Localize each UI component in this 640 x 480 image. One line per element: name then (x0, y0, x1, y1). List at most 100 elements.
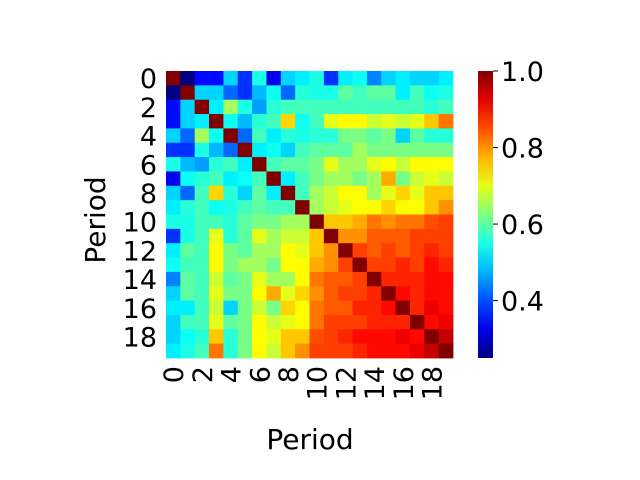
heatmap-cell (395, 257, 411, 273)
heatmap-cell (366, 257, 382, 273)
y-axis-title: Period (79, 176, 112, 263)
heatmap-cell (381, 157, 396, 172)
heatmap-cell (223, 314, 239, 330)
heatmap-cell (395, 142, 411, 158)
heatmap-cell (366, 142, 382, 158)
heatmap-cell (438, 257, 454, 273)
heatmap-cell (180, 228, 196, 244)
heatmap-cell (395, 228, 411, 244)
heatmap-cell (424, 314, 440, 330)
heatmap-cell (338, 214, 353, 230)
heatmap-cell (266, 85, 282, 101)
heatmap-cell (438, 114, 454, 129)
heatmap-cell (209, 214, 224, 230)
heatmap-cell (166, 271, 181, 287)
heatmap-cell (366, 214, 382, 230)
heatmap-cell (295, 271, 310, 287)
heatmap-cell (366, 228, 382, 244)
heatmap-cell (237, 286, 253, 301)
heatmap-cell (338, 71, 353, 86)
heatmap-cell (295, 200, 310, 215)
heatmap-cell (237, 85, 253, 101)
heatmap-cell (237, 257, 253, 273)
heatmap-cell (252, 142, 267, 158)
heatmap-cell (180, 214, 196, 230)
heatmap-cell (223, 185, 239, 201)
y-tick-label: 4 (140, 122, 157, 153)
heatmap-cell (366, 85, 382, 101)
heatmap-cell (381, 171, 396, 187)
heatmap-cell (309, 157, 325, 172)
heatmap-cell (352, 343, 368, 359)
heatmap-cell (309, 243, 325, 258)
heatmap-cell (194, 286, 210, 301)
heatmap-cell (166, 286, 181, 301)
heatmap-cell (295, 314, 310, 330)
heatmap-cell (295, 185, 310, 201)
colorbar-tick-label: 0.6 (501, 210, 544, 241)
y-tick-label: 14 (123, 265, 157, 296)
heatmap-cell (338, 286, 353, 301)
heatmap-cell (266, 71, 282, 86)
heatmap-cell (438, 171, 454, 187)
heatmap-cell (223, 300, 239, 316)
heatmap-cell (323, 243, 339, 258)
x-tick-label: 10 (303, 366, 334, 400)
heatmap-cell (323, 171, 339, 187)
heatmap-cell (381, 200, 396, 215)
heatmap-cell (252, 257, 267, 273)
heatmap-cell (352, 300, 368, 316)
heatmap-cell (323, 128, 339, 144)
heatmap-cell (209, 157, 224, 172)
heatmap-cell (252, 128, 267, 144)
heatmap-cell (295, 99, 310, 115)
heatmap-cell (280, 243, 296, 258)
heatmap-cell (166, 85, 181, 101)
heatmap-cell (409, 71, 425, 86)
heatmap-cell (180, 85, 196, 101)
heatmap-cell (280, 271, 296, 287)
heatmap-cell (266, 142, 282, 158)
heatmap-cell (409, 214, 425, 230)
heatmap-cell (166, 157, 181, 172)
heatmap-cell (366, 71, 382, 86)
y-tick-label: 12 (123, 236, 157, 267)
heatmap-cell (438, 128, 454, 144)
heatmap-cell (209, 99, 224, 115)
heatmap-cell (395, 286, 411, 301)
heatmap-cell (366, 300, 382, 316)
heatmap-cell (323, 300, 339, 316)
heatmap-cell (223, 71, 239, 86)
heatmap-cell (409, 243, 425, 258)
heatmap-cell (280, 314, 296, 330)
x-tick-label: 4 (217, 366, 248, 383)
heatmap-cell (323, 257, 339, 273)
heatmap-cell (252, 185, 267, 201)
heatmap-cell (237, 228, 253, 244)
heatmap-cell (424, 214, 440, 230)
heatmap-cell (381, 271, 396, 287)
heatmap-cell (366, 171, 382, 187)
x-tick-label: 6 (245, 366, 276, 383)
heatmap-cell (395, 171, 411, 187)
heatmap-cell (237, 185, 253, 201)
heatmap-cell (180, 200, 196, 215)
heatmap-cell (395, 185, 411, 201)
heatmap-cell (424, 228, 440, 244)
y-tick-label: 18 (123, 322, 157, 353)
x-tick-label: 2 (188, 366, 219, 383)
heatmap-cell (438, 185, 454, 201)
y-tick-label: 2 (140, 93, 157, 124)
heatmap-cell (338, 128, 353, 144)
heatmap-cell (166, 71, 181, 86)
heatmap-cell (395, 157, 411, 172)
heatmap-cell (366, 128, 382, 144)
heatmap-cell (266, 99, 282, 115)
colorbar-ticks: 0.4 0.6 0.8 1.0 (493, 57, 544, 318)
heatmap-cell (237, 200, 253, 215)
heatmap-cell (223, 85, 239, 101)
heatmap-cell (338, 343, 353, 359)
heatmap-cell (366, 314, 382, 330)
heatmap-cell (409, 114, 425, 129)
